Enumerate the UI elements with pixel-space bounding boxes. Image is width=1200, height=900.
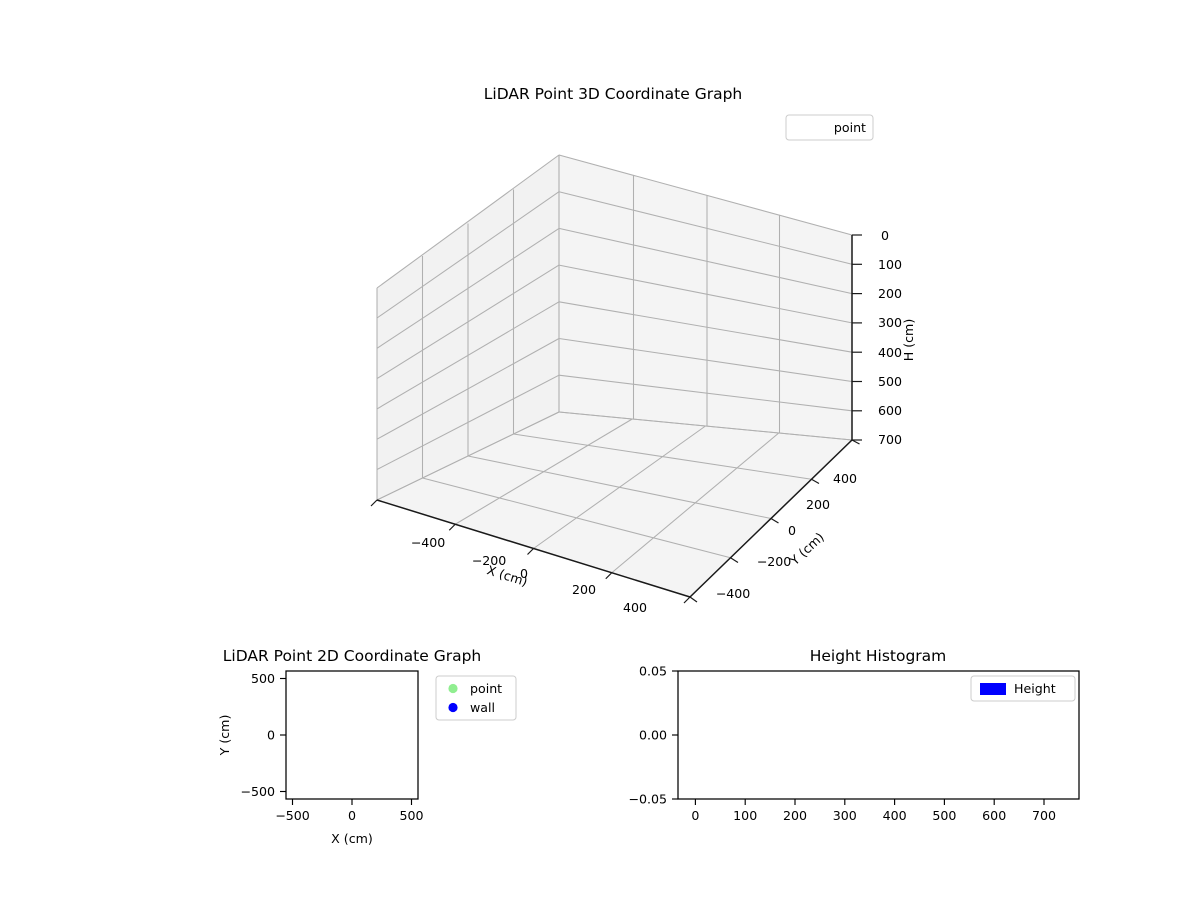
y-tick-label: 0.05 — [639, 664, 667, 679]
z-tick-label: 500 — [878, 374, 902, 389]
z-axis-label-3d: H (cm) — [901, 319, 916, 362]
chart-title-3d: LiDAR Point 3D Coordinate Graph — [484, 85, 742, 103]
axes-3d-lidar[interactable]: −400 −200 0 200 400 X (cm) −400 −200 0 2… — [370, 85, 916, 615]
x-axis-label-2d: X (cm) — [331, 831, 373, 846]
x-tick-label: 400 — [623, 600, 647, 615]
x-tick-label: −500 — [275, 808, 310, 823]
chart-title-histogram: Height Histogram — [810, 647, 947, 665]
y-tick-labels-2d: 500 0 −500 — [240, 671, 275, 799]
z-tick-label: 700 — [878, 432, 902, 447]
x-tick-label: 300 — [833, 808, 857, 823]
x-tick-label: 100 — [733, 808, 757, 823]
x-tick-label: 200 — [572, 582, 596, 597]
x-tick-labels-histogram: 0 100 200 300 400 500 600 700 — [691, 808, 1056, 823]
y-tick-label: 400 — [833, 471, 857, 486]
y-ticks-2d — [280, 677, 286, 793]
legend-2d[interactable]: point wall — [435, 675, 517, 721]
x-tick-label: −200 — [472, 553, 507, 568]
x-tick-label: −400 — [411, 535, 446, 550]
axes-2d-lidar[interactable]: 500 0 −500 −500 0 500 X (cm) Y (cm) LiDA… — [217, 647, 517, 846]
x-tick-label: 600 — [982, 808, 1006, 823]
z-tick-label: 100 — [878, 257, 902, 272]
x-tick-label: 500 — [399, 808, 423, 823]
y-ticks-histogram — [672, 670, 678, 800]
pane-right-wall — [558, 154, 853, 441]
legend-height-label: Height — [1014, 681, 1056, 696]
x-tick-label: 0 — [691, 808, 699, 823]
x-tick-label: 500 — [932, 808, 956, 823]
y-tick-label: −400 — [716, 586, 751, 601]
x-ticks-histogram — [694, 799, 1045, 805]
z-tick-label: 600 — [878, 403, 902, 418]
z-tick-label: 400 — [878, 345, 902, 360]
legend-3d-box — [785, 114, 874, 141]
legend-2d-wall-label: wall — [470, 700, 495, 715]
y-tick-label: −0.05 — [628, 792, 667, 807]
y-tick-labels-3d: −400 −200 0 200 400 — [716, 471, 857, 601]
legend-2d-point-label: point — [470, 681, 502, 696]
y-axis-label-2d: Y (cm) — [217, 715, 232, 757]
y-tick-label: −200 — [757, 554, 792, 569]
x-tick-labels-2d: −500 0 500 — [275, 808, 423, 823]
y-tick-label: 0.00 — [639, 728, 667, 743]
legend-3d-point-label: point — [834, 120, 866, 135]
y-tick-labels-histogram: −0.05 0.00 0.05 — [628, 664, 667, 807]
plot-area-2d[interactable] — [285, 670, 419, 800]
z-tick-labels-3d: 0 100 200 300 400 500 600 700 — [878, 228, 902, 447]
legend-3d[interactable]: point — [785, 114, 874, 141]
y-tick-label: 200 — [806, 497, 830, 512]
y-ticks-3d — [689, 439, 860, 603]
x-tick-label: 400 — [883, 808, 907, 823]
legend-histogram[interactable]: Height — [970, 675, 1076, 702]
z-tick-label: 0 — [881, 228, 889, 243]
y-tick-label: −500 — [240, 784, 275, 799]
chart-title-2d: LiDAR Point 2D Coordinate Graph — [223, 647, 481, 665]
legend-height-swatch-icon — [980, 683, 1006, 695]
z-tick-label: 300 — [878, 315, 902, 330]
pane-group-3d — [375, 154, 854, 598]
x-tick-label: 0 — [348, 808, 356, 823]
y-tick-label: 0 — [267, 728, 275, 743]
x-tick-labels-3d: −400 −200 0 200 400 — [411, 535, 647, 615]
x-tick-label: 200 — [783, 808, 807, 823]
z-ticks-3d — [852, 234, 862, 441]
z-tick-label: 200 — [878, 286, 902, 301]
legend-2d-point-marker-icon — [448, 683, 458, 694]
x-ticks-3d — [370, 499, 691, 604]
x-ticks-2d — [291, 799, 413, 805]
axes-height-histogram[interactable]: −0.05 0.00 0.05 0 100 200 300 400 — [628, 647, 1080, 823]
x-tick-label: 700 — [1032, 808, 1056, 823]
legend-2d-wall-marker-icon — [448, 702, 458, 713]
y-tick-label: 500 — [251, 671, 275, 686]
y-tick-label: 0 — [788, 523, 796, 538]
x-tick-label: 0 — [520, 566, 528, 581]
